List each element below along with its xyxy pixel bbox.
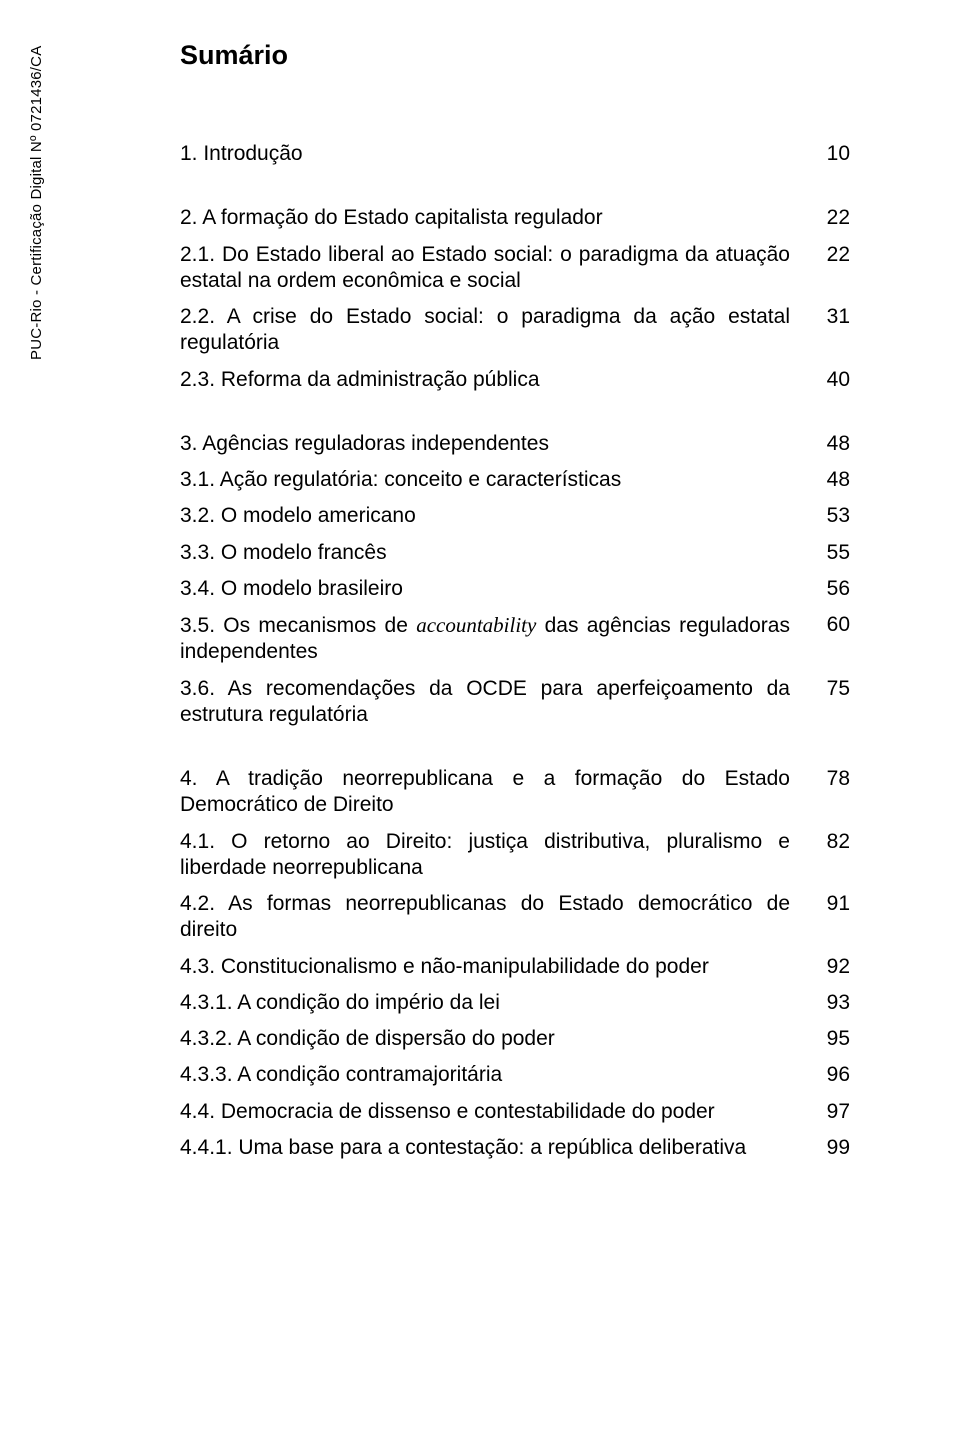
toc-page-number: 10: [810, 141, 850, 167]
toc-row: 3.2. O modelo americano53: [180, 503, 850, 529]
table-of-contents: 1. Introdução10 2. A formação do Estado c…: [180, 141, 850, 1161]
toc-page-number: 91: [810, 891, 850, 917]
toc-row: 2.1. Do Estado liberal ao Estado social:…: [180, 242, 850, 295]
toc-label: 2. A formação do Estado capitalista regu…: [180, 205, 810, 231]
toc-page-number: 95: [810, 1026, 850, 1052]
toc-row: 3.5. Os mecanismos de accountability das…: [180, 612, 850, 666]
toc-label: 2.2. A crise do Estado social: o paradig…: [180, 304, 810, 357]
toc-label: 4.3.2. A condição de dispersão do poder: [180, 1026, 810, 1052]
toc-label: 2.1. Do Estado liberal ao Estado social:…: [180, 242, 810, 295]
toc-page-number: 78: [810, 766, 850, 792]
toc-page-number: 40: [810, 367, 850, 393]
toc-label: 3.6. As recomendações da OCDE para aperf…: [180, 676, 810, 729]
toc-row: 4.3. Constitucionalismo e não-manipulabi…: [180, 954, 850, 980]
toc-label: 3.1. Ação regulatória: conceito e caract…: [180, 467, 810, 493]
toc-page-number: 48: [810, 431, 850, 457]
toc-row: 3.4. O modelo brasileiro56: [180, 576, 850, 602]
toc-label: 3.4. O modelo brasileiro: [180, 576, 810, 602]
toc-page-number: 99: [810, 1135, 850, 1161]
page-title: Sumário: [180, 40, 850, 71]
toc-label: 4.3.3. A condição contramajoritária: [180, 1062, 810, 1088]
toc-page-number: 82: [810, 829, 850, 855]
toc-label: 4.2. As formas neorrepublicanas do Estad…: [180, 891, 810, 944]
toc-label: 4. A tradição neorrepublicana e a formaç…: [180, 766, 810, 819]
toc-page-number: 31: [810, 304, 850, 330]
toc-row: 4.4.1. Uma base para a contestação: a re…: [180, 1135, 850, 1161]
toc-row: 3.6. As recomendações da OCDE para aperf…: [180, 676, 850, 729]
toc-label: 3.2. O modelo americano: [180, 503, 810, 529]
toc-row: 4. A tradição neorrepublicana e a formaç…: [180, 766, 850, 819]
certification-sidebar: PUC-Rio - Certificação Digital Nº 072143…: [28, 46, 45, 360]
toc-page-number: 75: [810, 676, 850, 702]
toc-page-number: 60: [810, 612, 850, 638]
toc-label: 3. Agências reguladoras independentes: [180, 431, 810, 457]
toc-page-number: 48: [810, 467, 850, 493]
toc-row: 2.2. A crise do Estado social: o paradig…: [180, 304, 850, 357]
toc-label: 4.3. Constitucionalismo e não-manipulabi…: [180, 954, 810, 980]
toc-label: 2.3. Reforma da administração pública: [180, 367, 810, 393]
toc-row: 4.3.2. A condição de dispersão do poder9…: [180, 1026, 850, 1052]
toc-page-number: 53: [810, 503, 850, 529]
toc-page-number: 92: [810, 954, 850, 980]
toc-row: 3.1. Ação regulatória: conceito e caract…: [180, 467, 850, 493]
toc-row: 4.4. Democracia de dissenso e contestabi…: [180, 1099, 850, 1125]
toc-page-number: 22: [810, 205, 850, 231]
document-page: PUC-Rio - Certificação Digital Nº 072143…: [0, 0, 960, 1448]
toc-row: 1. Introdução10: [180, 141, 850, 167]
toc-page-number: 97: [810, 1099, 850, 1125]
toc-row: 2. A formação do Estado capitalista regu…: [180, 205, 850, 231]
toc-label: 4.4.1. Uma base para a contestação: a re…: [180, 1135, 810, 1161]
toc-label: 4.1. O retorno ao Direito: justiça distr…: [180, 829, 810, 882]
toc-label: 3.3. O modelo francês: [180, 540, 810, 566]
toc-label: 1. Introdução: [180, 141, 810, 167]
toc-page-number: 56: [810, 576, 850, 602]
toc-row: 3.3. O modelo francês55: [180, 540, 850, 566]
toc-page-number: 96: [810, 1062, 850, 1088]
toc-label: 3.5. Os mecanismos de accountability das…: [180, 612, 810, 666]
toc-label: 4.3.1. A condição do império da lei: [180, 990, 810, 1016]
toc-page-number: 93: [810, 990, 850, 1016]
toc-row: 4.1. O retorno ao Direito: justiça distr…: [180, 829, 850, 882]
toc-page-number: 22: [810, 242, 850, 268]
toc-row: 3. Agências reguladoras independentes48: [180, 431, 850, 457]
toc-row: 4.3.1. A condição do império da lei93: [180, 990, 850, 1016]
toc-label: 4.4. Democracia de dissenso e contestabi…: [180, 1099, 810, 1125]
toc-page-number: 55: [810, 540, 850, 566]
toc-row: 4.2. As formas neorrepublicanas do Estad…: [180, 891, 850, 944]
toc-row: 4.3.3. A condição contramajoritária96: [180, 1062, 850, 1088]
toc-row: 2.3. Reforma da administração pública40: [180, 367, 850, 393]
